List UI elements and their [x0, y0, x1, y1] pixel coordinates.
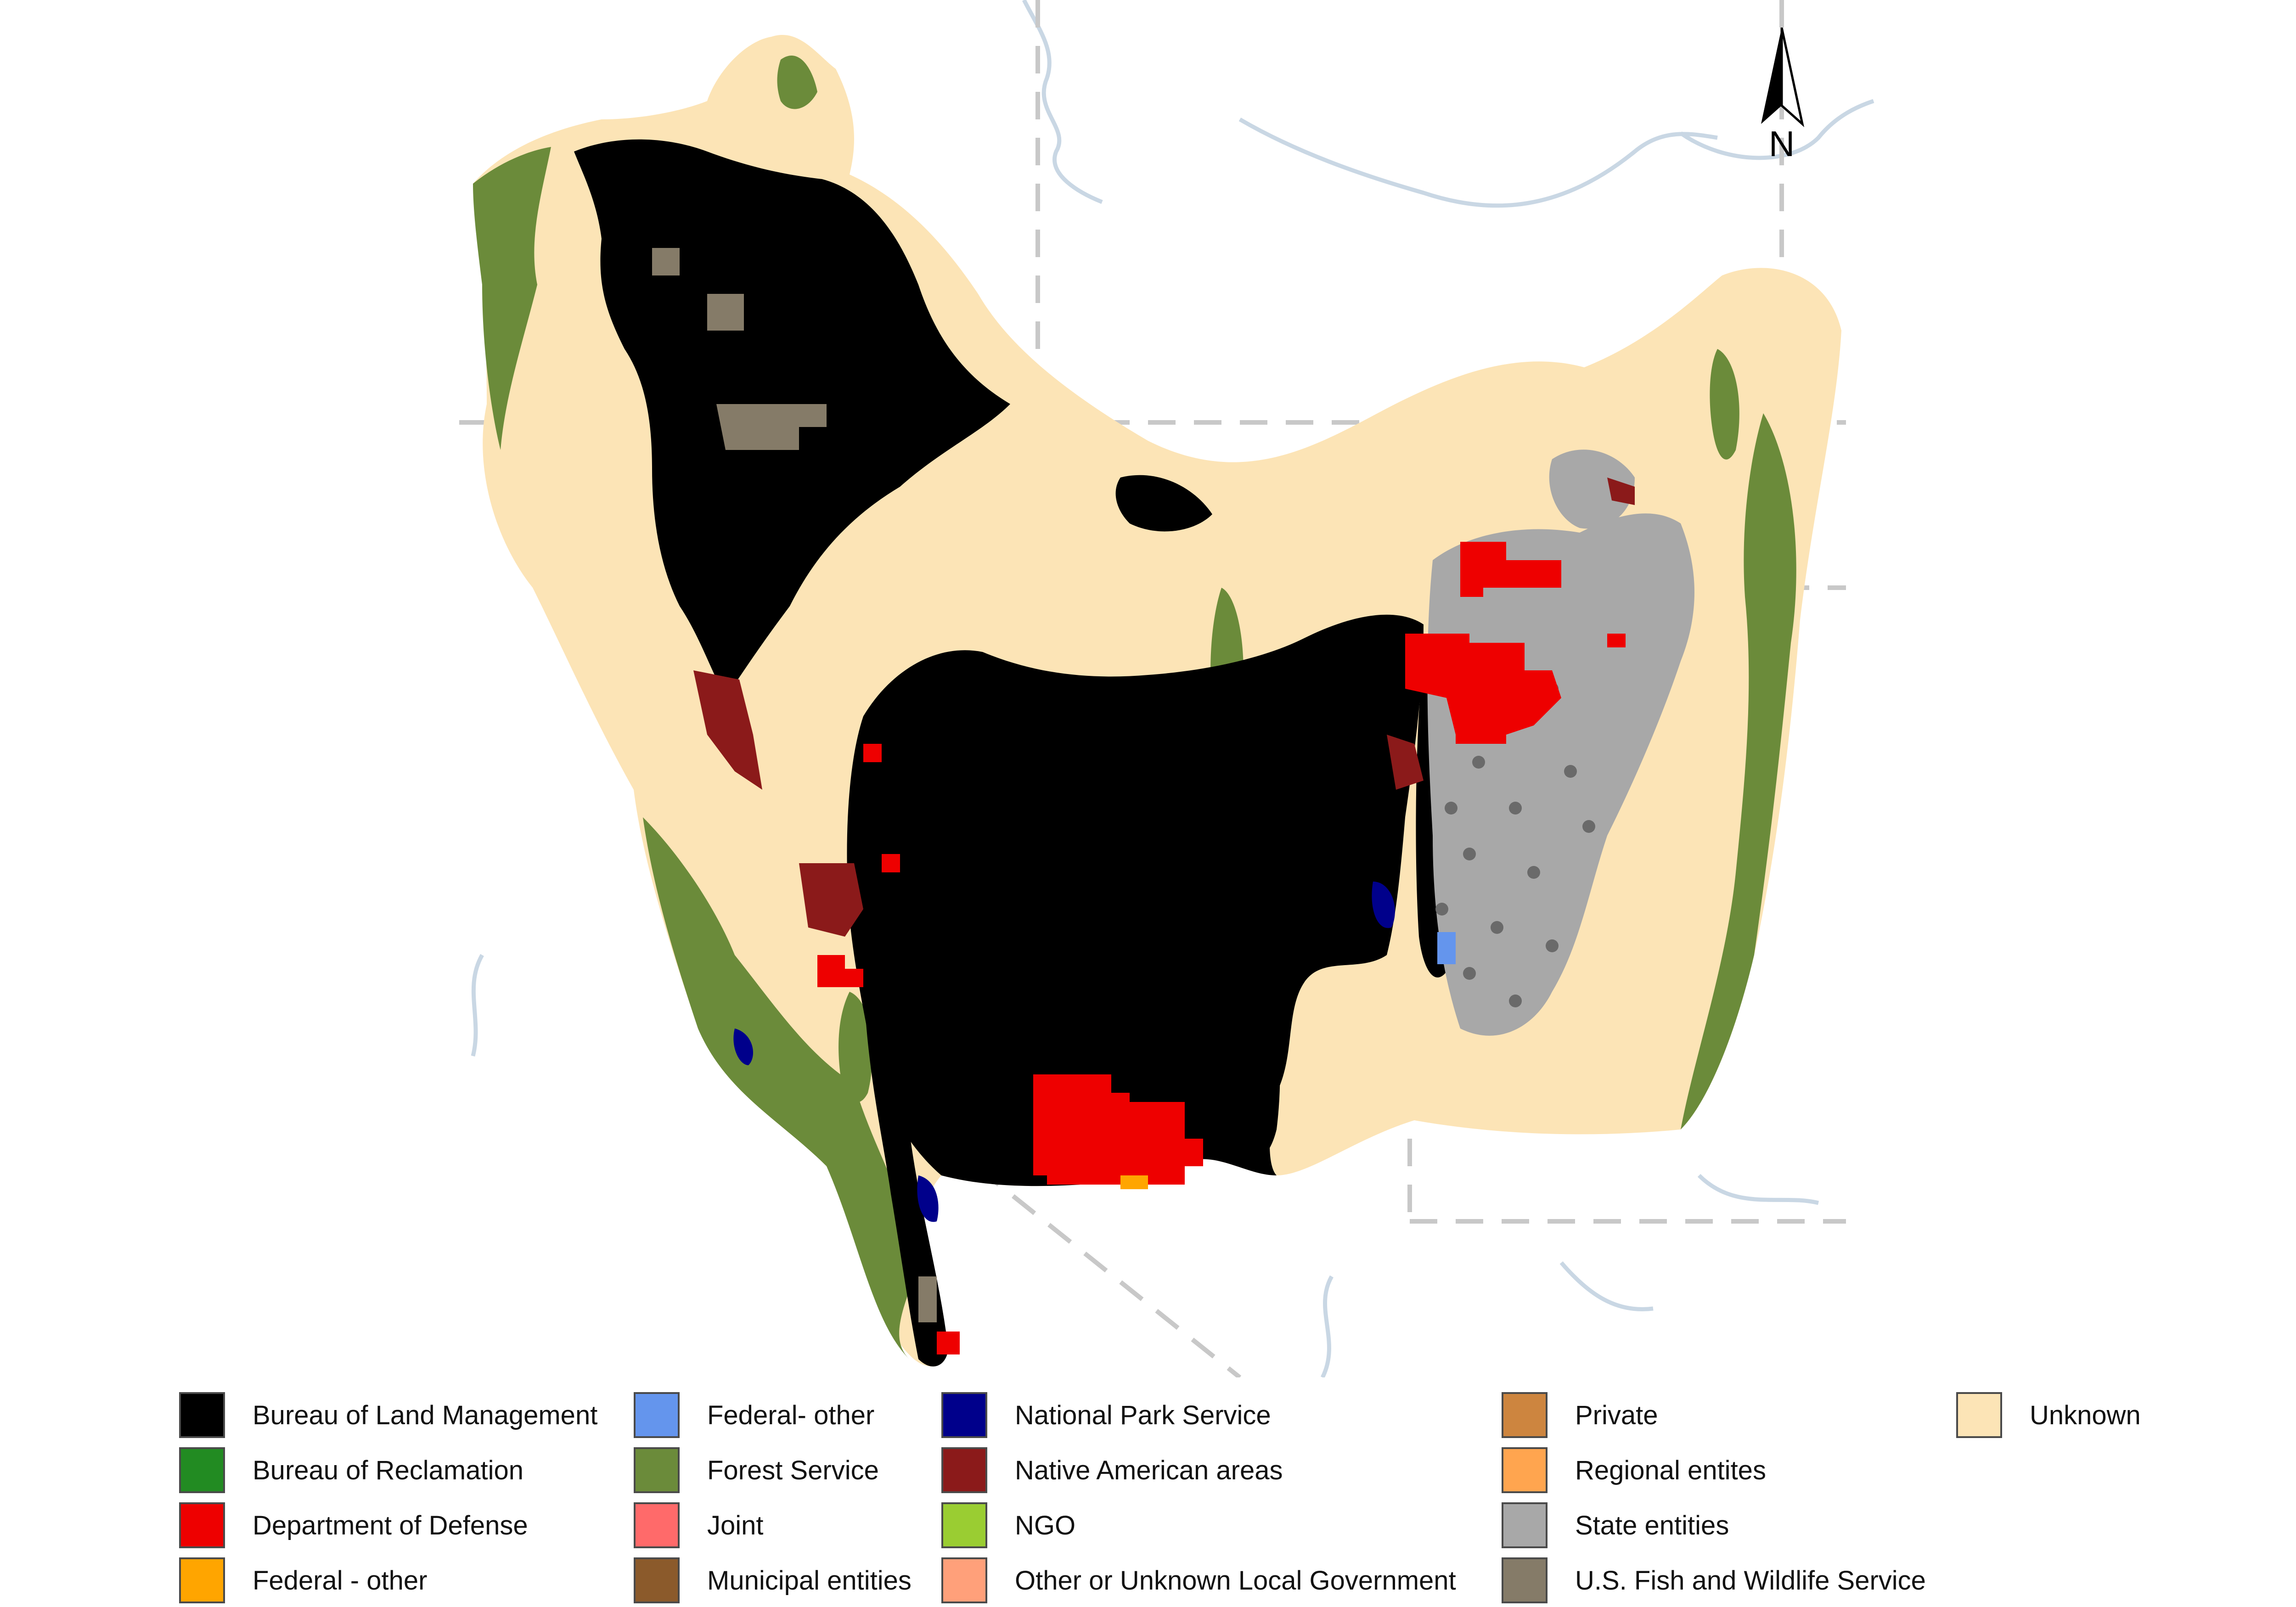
legend-swatch [179, 1557, 225, 1603]
region-state-entities-east [1549, 450, 1635, 529]
legend-label: U.S. Fish and Wildlife Service [1575, 1566, 1926, 1596]
legend-swatch [1502, 1502, 1548, 1548]
legend-swatch [1502, 1392, 1548, 1438]
legend-swatch [179, 1392, 225, 1438]
legend-label: Bureau of Reclamation [253, 1455, 523, 1485]
north-arrow-left-half [1761, 28, 1782, 124]
legend-label: Department of Defense [253, 1511, 528, 1540]
legend-label: Unknown [2030, 1400, 2141, 1430]
north-arrow-icon: N [1761, 28, 1805, 161]
legend-label: Other or Unknown Local Government [1015, 1566, 1456, 1596]
legend-label: Regional entites [1575, 1455, 1766, 1485]
region-blm-central [847, 614, 1424, 1186]
legend-swatch [941, 1502, 987, 1548]
legend-label: NGO [1015, 1511, 1076, 1540]
legend-label: Bureau of Land Management [253, 1400, 598, 1430]
legend-swatch [179, 1502, 225, 1548]
legend-label: Forest Service [707, 1455, 879, 1485]
legend-label: Federal- other [707, 1400, 875, 1430]
legend-swatch [941, 1557, 987, 1603]
north-arrow-label: N [1769, 124, 1795, 161]
legend-label: Private [1575, 1400, 1658, 1430]
legend-swatch [941, 1392, 987, 1438]
legend-label: National Park Service [1015, 1400, 1271, 1430]
legend-label: State entities [1575, 1511, 1729, 1540]
legend-swatch [634, 1447, 680, 1493]
land-ownership-map [459, 0, 1874, 1377]
legend-label: Municipal entities [707, 1566, 912, 1596]
river-lines [471, 0, 1874, 1377]
legend-swatch [179, 1447, 225, 1493]
region-federal-other-blue [1437, 932, 1456, 964]
map-legend: Bureau of Land Management Bureau of Recl… [179, 1387, 2200, 1603]
legend-swatch [1502, 1447, 1548, 1493]
legend-label: Native American areas [1015, 1455, 1283, 1485]
region-fish-wildlife [652, 248, 937, 1322]
north-arrow-right-half [1780, 28, 1805, 127]
legend-label: Federal - other [253, 1566, 428, 1596]
region-federal-other-orange [1120, 1175, 1148, 1189]
legend-swatch [634, 1502, 680, 1548]
region-defense [817, 542, 1626, 1354]
legend-swatch [634, 1557, 680, 1603]
legend-swatch [634, 1392, 680, 1438]
legend-swatch [941, 1447, 987, 1493]
legend-label: Joint [707, 1511, 764, 1540]
legend-swatch [1502, 1557, 1548, 1603]
region-national-park [733, 882, 1395, 1222]
region-native-american [693, 478, 1635, 937]
legend-swatch [1956, 1392, 2002, 1438]
